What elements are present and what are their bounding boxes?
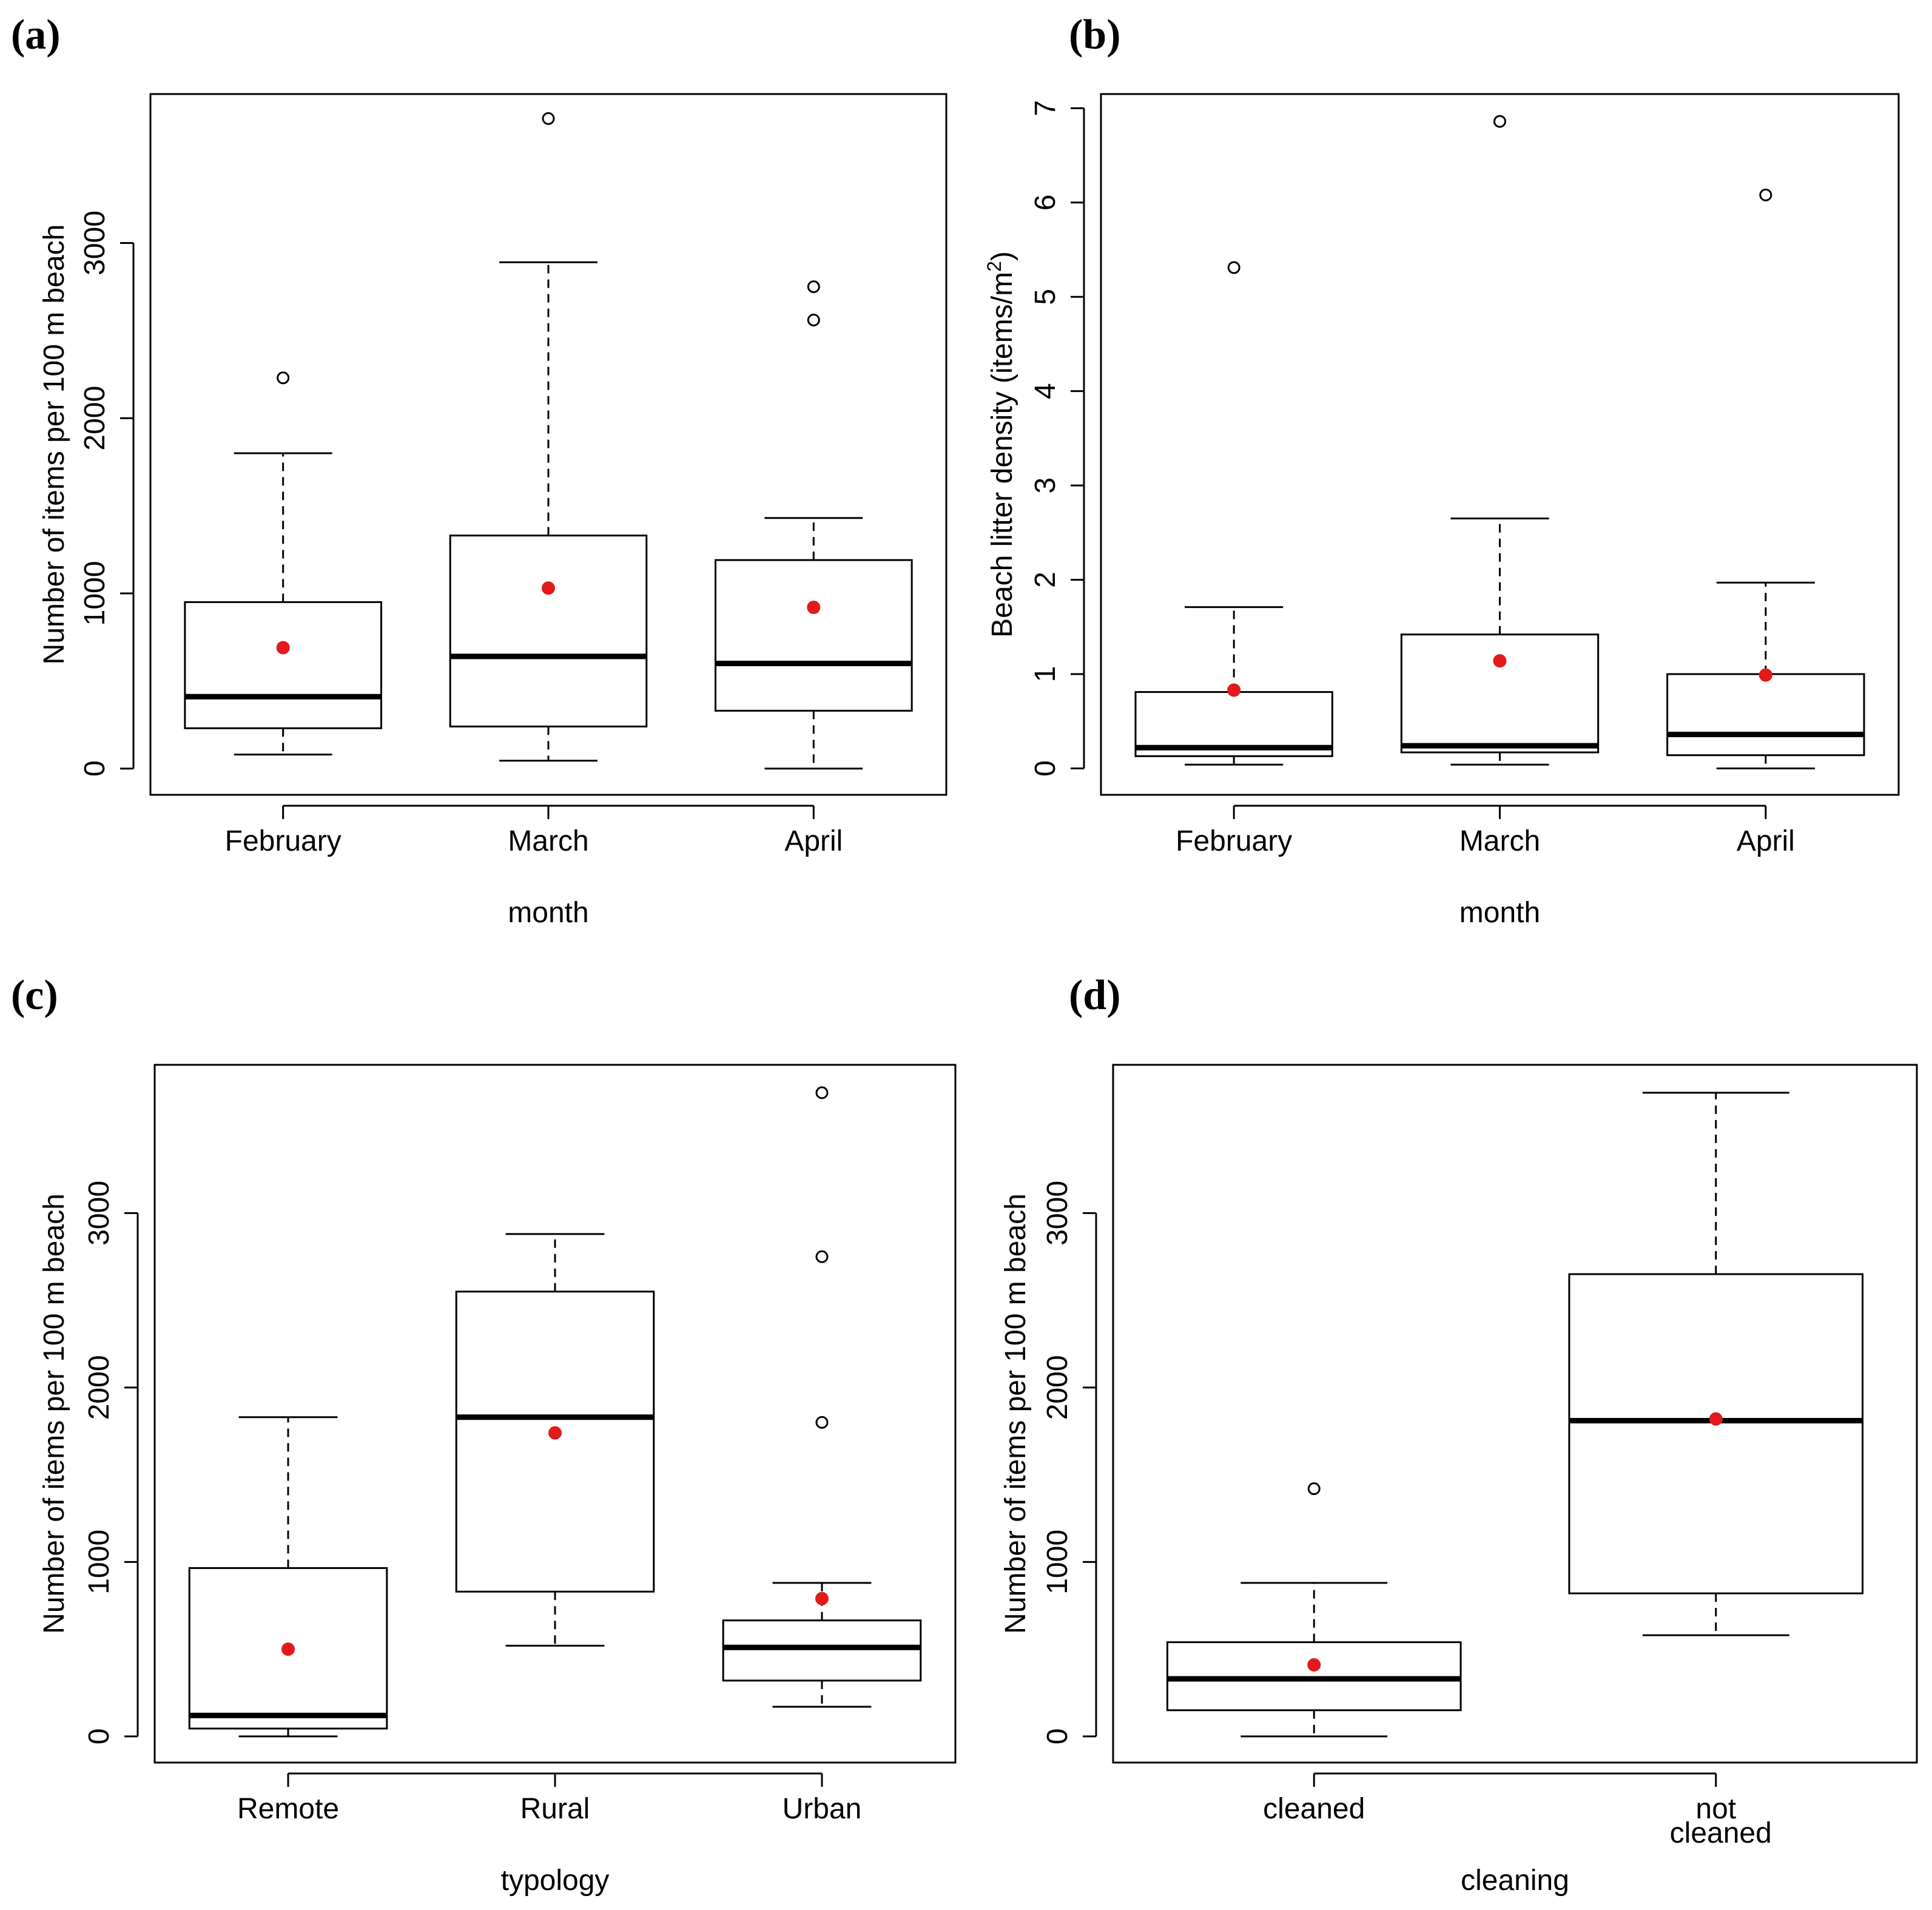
y-axis-title: Beach litter density (items/m2) bbox=[983, 251, 1018, 638]
plot-frame bbox=[1112, 1064, 1918, 1764]
mean-point bbox=[1493, 654, 1507, 668]
iqr-box bbox=[1568, 1273, 1864, 1594]
x-tick-label: April bbox=[784, 825, 843, 857]
panel-label: (d) bbox=[1069, 972, 1121, 1019]
mean-point bbox=[542, 581, 555, 595]
box-1 bbox=[449, 112, 648, 762]
x-tick-label: Urban bbox=[783, 1793, 862, 1825]
y-tick-label: 4 bbox=[1029, 383, 1062, 399]
iqr-box bbox=[722, 1619, 922, 1682]
box-2 bbox=[715, 280, 913, 770]
x-axis-title: typology bbox=[501, 1864, 610, 1897]
mean-point bbox=[1227, 683, 1241, 697]
outlier-point bbox=[1307, 1482, 1321, 1496]
mean-point bbox=[548, 1426, 562, 1440]
outlier-point bbox=[1493, 115, 1506, 128]
y-tick-label: 1000 bbox=[79, 561, 111, 626]
plot-frame bbox=[153, 1064, 957, 1764]
panel-label: (c) bbox=[11, 972, 58, 1019]
x-tick-label: Remote bbox=[237, 1793, 339, 1825]
x-tick-label: not bbox=[1695, 1793, 1736, 1825]
mean-point bbox=[1759, 668, 1772, 682]
panel-label: (b) bbox=[1069, 12, 1121, 58]
box-1 bbox=[1568, 1092, 1864, 1636]
iqr-box bbox=[715, 559, 913, 712]
panel-d: (d) 0 1000 2000 3000 Number of items per 100 … bbox=[1000, 972, 1918, 1897]
y-axis-title: Number of items per 100 m beach bbox=[1000, 1193, 1032, 1634]
mean-point bbox=[807, 601, 821, 615]
box-1 bbox=[455, 1233, 655, 1647]
iqr-box bbox=[184, 601, 382, 729]
y-tick-label: 2 bbox=[1029, 572, 1062, 588]
outlier-point bbox=[1227, 261, 1240, 274]
y-tick-label: 0 bbox=[1042, 1729, 1074, 1745]
y-tick-label: 0 bbox=[83, 1729, 115, 1745]
y-tick-label: 3000 bbox=[83, 1181, 115, 1246]
box-0 bbox=[184, 371, 382, 756]
x-tick-label: cleaned bbox=[1670, 1817, 1772, 1849]
box-2 bbox=[1666, 188, 1865, 769]
x-tick-label: April bbox=[1737, 825, 1795, 857]
plot-frame bbox=[149, 93, 947, 796]
iqr-box bbox=[188, 1567, 388, 1730]
mean-point bbox=[815, 1591, 829, 1605]
y-tick-label: 5 bbox=[1029, 289, 1062, 305]
y-tick-label: 7 bbox=[1029, 100, 1062, 116]
y-tick-label: 1000 bbox=[1042, 1530, 1074, 1594]
outlier-point bbox=[815, 1086, 829, 1099]
outlier-point bbox=[807, 313, 820, 326]
panel-a: (a) 0 1000 2000 3000 Number of items per 100 … bbox=[11, 12, 947, 929]
x-axis-title: month bbox=[508, 897, 588, 929]
y-tick-label: 2000 bbox=[83, 1355, 115, 1420]
box-2 bbox=[722, 1086, 922, 1708]
outlier-point bbox=[277, 371, 290, 385]
y-tick-label: 0 bbox=[79, 760, 111, 777]
mean-point bbox=[1307, 1658, 1321, 1672]
x-axis-title: cleaning bbox=[1461, 1864, 1569, 1897]
iqr-box bbox=[455, 1291, 655, 1593]
plot-frame bbox=[1100, 93, 1900, 796]
outlier-point bbox=[815, 1250, 829, 1263]
y-tick-label: 3 bbox=[1029, 478, 1062, 494]
x-tick-label: February bbox=[225, 825, 342, 857]
box-0 bbox=[1134, 261, 1333, 766]
panel-label: (a) bbox=[11, 12, 61, 58]
y-tick-label: 1000 bbox=[83, 1530, 115, 1594]
box-1 bbox=[1400, 115, 1600, 766]
y-tick-label: 1 bbox=[1029, 666, 1062, 683]
mean-point bbox=[1709, 1412, 1723, 1426]
outlier-point bbox=[1759, 188, 1772, 201]
iqr-box bbox=[1400, 633, 1600, 754]
y-tick-label: 6 bbox=[1029, 194, 1062, 211]
outlier-point bbox=[807, 280, 820, 294]
x-tick-label: Rural bbox=[520, 1793, 590, 1825]
y-axis-title: Number of items per 100 m beach bbox=[38, 1193, 70, 1634]
box-0 bbox=[188, 1416, 388, 1738]
outlier-point bbox=[542, 112, 555, 125]
y-tick-label: 2000 bbox=[79, 386, 111, 451]
panel-c: (c) 0 1000 2000 3000 Number of items per 100 … bbox=[11, 972, 957, 1897]
y-tick-label: 3000 bbox=[79, 211, 111, 275]
mean-point bbox=[281, 1642, 295, 1656]
panel-b: (b) 0 1 2 3 4 5 6 7 Beach litter density (items/m… bbox=[983, 12, 1900, 929]
x-axis-title: month bbox=[1459, 897, 1540, 929]
y-tick-label: 0 bbox=[1029, 760, 1062, 777]
outlier-point bbox=[815, 1416, 829, 1429]
box-0 bbox=[1166, 1482, 1462, 1738]
y-tick-label: 2000 bbox=[1042, 1355, 1074, 1420]
iqr-box bbox=[1666, 673, 1865, 757]
x-tick-label: cleaned bbox=[1263, 1793, 1365, 1825]
x-tick-label: March bbox=[1459, 825, 1540, 857]
iqr-box bbox=[449, 535, 648, 727]
y-tick-label: 3000 bbox=[1042, 1181, 1074, 1246]
x-tick-label: February bbox=[1176, 825, 1292, 857]
y-axis-title: Number of items per 100 m beach bbox=[38, 224, 70, 665]
x-tick-label: March bbox=[508, 825, 588, 857]
mean-point bbox=[276, 641, 290, 655]
